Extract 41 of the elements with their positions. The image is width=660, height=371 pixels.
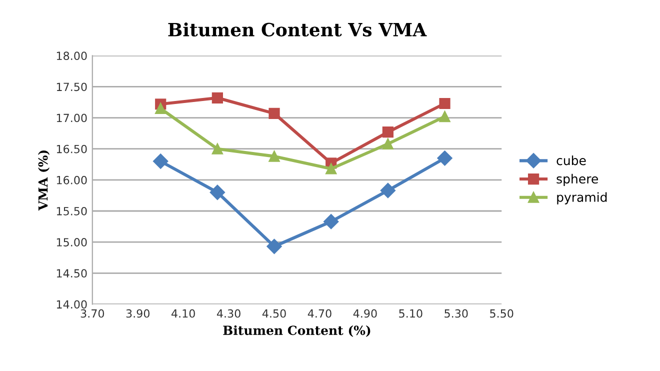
x-tick-label: 5.30 <box>444 309 468 318</box>
x-axis-title: Bitumen Content (%) <box>223 325 370 337</box>
legend-label: pyramid <box>557 192 607 204</box>
y-tick-label: 14.00 <box>56 300 87 309</box>
point <box>212 143 223 154</box>
x-tick-label: 5.50 <box>490 309 514 318</box>
x-tick-label: 3.70 <box>80 309 104 318</box>
point <box>155 102 166 114</box>
point <box>380 182 396 198</box>
point <box>382 126 394 138</box>
y-tick-label: 17.00 <box>56 114 87 122</box>
point <box>326 163 337 174</box>
y-tick-label: 18.00 <box>56 52 87 60</box>
legend-label: cube <box>556 156 586 166</box>
y-tick-label: 17.50 <box>56 82 87 92</box>
point <box>210 184 226 200</box>
x-tick-label: 3.90 <box>126 309 150 318</box>
point <box>382 138 394 150</box>
x-tick-label: 4.10 <box>172 309 195 318</box>
point <box>439 110 450 122</box>
point <box>212 92 223 104</box>
y-axis-title: VMA (%) <box>38 150 50 211</box>
legend-label: sphere <box>556 174 598 186</box>
y-tick-label: 14.50 <box>56 269 87 278</box>
y-tick-label: 16.00 <box>56 176 87 184</box>
x-tick-label: 4.50 <box>262 309 286 318</box>
point <box>266 238 282 254</box>
point <box>268 150 280 162</box>
y-tick-label: 15.50 <box>56 206 87 216</box>
point <box>439 98 450 110</box>
y-tick-label: 15.00 <box>56 238 87 246</box>
x-tick-label: 4.70 <box>308 309 332 318</box>
x-tick-label: 5.10 <box>399 309 422 318</box>
point <box>437 150 452 166</box>
chart-title: Bitumen Content Vs VMA <box>168 22 427 36</box>
y-tick-label: 16.50 <box>56 144 87 154</box>
point <box>268 108 280 119</box>
point <box>153 154 168 169</box>
x-tick-label: 4.30 <box>216 309 240 318</box>
x-tick-label: 4.90 <box>353 309 377 318</box>
point <box>324 214 339 230</box>
